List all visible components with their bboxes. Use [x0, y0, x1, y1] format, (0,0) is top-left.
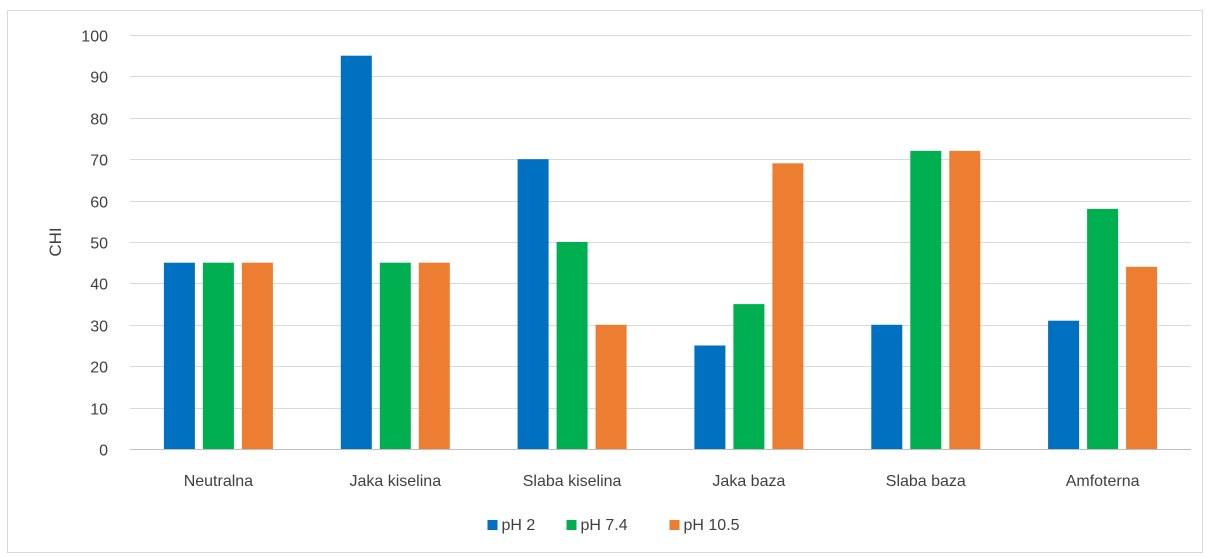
y-tick-label: 80 [90, 112, 108, 129]
x-category-label: Slaba baza [886, 473, 966, 490]
bar[interactable] [379, 262, 411, 449]
bar[interactable] [772, 163, 804, 450]
y-tick-label: 50 [90, 236, 108, 253]
y-tick-label: 90 [90, 70, 108, 87]
x-category-label: Jaka baza [712, 473, 785, 490]
bar[interactable] [241, 262, 273, 449]
bar[interactable] [871, 324, 903, 449]
bar[interactable] [418, 262, 450, 449]
bar[interactable] [595, 324, 627, 449]
bar[interactable] [163, 262, 195, 449]
bar[interactable] [910, 150, 942, 449]
x-category-label: Jaka kiselina [349, 473, 441, 490]
legend-item[interactable]: pH 7.4 [566, 517, 628, 534]
bar[interactable] [949, 150, 981, 449]
bar[interactable] [517, 159, 549, 449]
y-axis-label: CHI [46, 227, 65, 256]
bar[interactable] [1048, 320, 1080, 449]
legend[interactable]: pH 2 pH 7.4 pH 10.5 [487, 517, 740, 534]
y-tick-label: 60 [90, 195, 108, 212]
legend-swatch [669, 520, 680, 530]
bar[interactable] [556, 242, 588, 449]
x-category-label: Amfoterna [1066, 473, 1140, 490]
legend-label: pH 7.4 [581, 517, 628, 534]
y-tick-label: 30 [90, 319, 108, 336]
bar[interactable] [733, 304, 765, 449]
legend-swatch [487, 520, 498, 530]
x-axis-categories: Neutralna Jaka kiselina Slaba kiselina Jaka… [184, 473, 1140, 490]
y-tick-label: 40 [90, 277, 108, 294]
gridlines [130, 35, 1191, 450]
legend-label: pH 2 [502, 517, 536, 534]
legend-swatch [566, 520, 577, 530]
legend-item[interactable]: pH 2 [487, 517, 536, 534]
bar[interactable] [1126, 266, 1158, 449]
bars [163, 55, 1158, 450]
legend-label: pH 10.5 [684, 517, 740, 534]
x-category-label: Neutralna [184, 473, 253, 490]
y-tick-label: 0 [99, 443, 108, 460]
x-category-label: Slaba kiselina [523, 473, 622, 490]
y-tick-label: 70 [90, 153, 108, 170]
y-tick-label: 20 [90, 360, 108, 377]
bar[interactable] [694, 345, 726, 450]
y-tick-label: 10 [90, 402, 108, 419]
bar[interactable] [202, 262, 234, 449]
y-axis-ticks: 0 10 20 30 40 50 60 70 80 90 100 [81, 29, 108, 460]
legend-item[interactable]: pH 10.5 [669, 517, 740, 534]
bar[interactable] [340, 55, 372, 449]
bar[interactable] [1087, 208, 1119, 449]
y-tick-label: 100 [81, 29, 108, 46]
